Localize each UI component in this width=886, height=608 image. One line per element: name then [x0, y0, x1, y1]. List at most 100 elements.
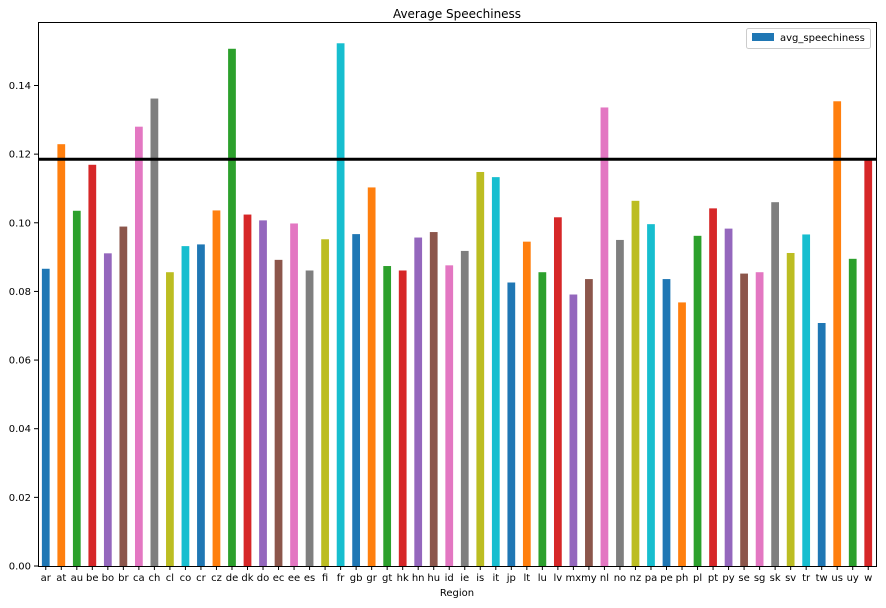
bar-sg: [755, 272, 764, 566]
chart-title: Average Speechiness: [393, 7, 521, 21]
x-tick-label-my: my: [581, 573, 597, 584]
bar-do: [259, 220, 267, 566]
bar-lv: [553, 217, 562, 567]
x-tick-label-us: us: [831, 573, 843, 584]
x-tick-label-w: w: [864, 573, 872, 584]
bar-is: [476, 171, 485, 567]
bar-gr: [367, 187, 376, 566]
x-tick-label-dk: dk: [241, 573, 253, 584]
x-tick-label-ie: ie: [460, 573, 469, 584]
bar-es: [305, 270, 314, 566]
bar-ie: [460, 250, 469, 566]
bars-layer: [41, 43, 873, 567]
bar-nz: [631, 200, 640, 566]
bar-ph: [678, 302, 686, 566]
bar-at: [57, 144, 66, 566]
x-tick-label-au: au: [71, 573, 83, 584]
x-tick-label-hk: hk: [397, 573, 409, 584]
x-tick-label-gr: gr: [366, 573, 377, 584]
x-tick-label-fr: fr: [337, 573, 346, 584]
axes-layer: [38, 22, 877, 567]
bar-ee: [290, 223, 298, 566]
x-tick-label-de: de: [226, 573, 239, 584]
bar-pa: [647, 224, 655, 566]
legend-box: [746, 28, 871, 49]
bar-pe: [662, 279, 671, 566]
x-tick-label-ar: ar: [41, 573, 52, 584]
bar-bo: [103, 253, 112, 566]
bar-jp: [507, 282, 516, 566]
y-tick-label: 0.08: [9, 287, 31, 298]
x-tick-label-sk: sk: [770, 573, 781, 584]
bar-nl: [600, 107, 609, 567]
bar-cl: [166, 272, 174, 566]
x-tick-label-es: es: [304, 573, 315, 584]
legend: avg_speechiness: [746, 28, 871, 49]
y-tick-label: 0.10: [9, 218, 31, 229]
y-tick-label: 0.04: [9, 424, 31, 435]
x-tick-label-nl: nl: [600, 573, 609, 584]
bar-be: [88, 164, 97, 566]
x-tick-label-co: co: [180, 573, 192, 584]
x-tick-label-ph: ph: [676, 573, 689, 584]
x-tick-label-do: do: [257, 573, 269, 584]
x-tick-label-it: it: [492, 573, 499, 584]
bar-sk: [771, 202, 780, 566]
plot-frame: [38, 22, 877, 567]
bar-no: [616, 239, 624, 566]
bar-py: [724, 228, 733, 566]
bar-pt: [709, 208, 717, 566]
x-tick-label-py: py: [722, 573, 734, 584]
bar-pl: [693, 235, 702, 566]
x-tick-label-no: no: [614, 573, 626, 584]
y-tick-label: 0.14: [9, 81, 31, 92]
bar-cz: [212, 210, 221, 566]
x-tick-label-sg: sg: [754, 573, 766, 584]
bar-hn: [414, 237, 423, 567]
x-tick-label-id: id: [445, 573, 454, 584]
bar-my: [585, 279, 593, 566]
x-tick-label-at: at: [56, 573, 66, 584]
x-tick-label-fi: fi: [322, 573, 328, 584]
bar-sv: [786, 252, 795, 567]
x-tick-label-ec: ec: [273, 573, 285, 584]
y-tick-label: 0.00: [9, 562, 31, 573]
x-tick-label-cl: cl: [166, 573, 174, 584]
bar-ca: [134, 126, 143, 567]
bar-dk: [243, 214, 252, 567]
bar-fr: [336, 43, 345, 566]
bar-ec: [274, 259, 283, 566]
bar-lu: [538, 272, 547, 566]
x-tick-label-pa: pa: [645, 573, 657, 584]
bar-au: [72, 210, 81, 566]
x-tick-label-ee: ee: [288, 573, 300, 584]
y-tick-label: 0.06: [9, 356, 31, 367]
y-tick-label: 0.12: [9, 150, 31, 161]
bar-br: [119, 226, 128, 566]
bar-tr: [802, 234, 811, 566]
x-tick-label-tr: tr: [802, 573, 811, 584]
x-tick-label-pl: pl: [693, 573, 702, 584]
x-tick-label-pt: pt: [708, 573, 718, 584]
x-tick-label-be: be: [86, 573, 99, 584]
bar-de: [228, 48, 236, 566]
x-axis: ar at au be bo br ca ch cl co cr cz de dk do ec ee es fi fr…: [41, 566, 872, 584]
bar-lt: [522, 241, 531, 566]
x-tick-label-pe: pe: [660, 573, 673, 584]
bar-cr: [197, 244, 205, 566]
x-tick-label-is: is: [476, 573, 484, 584]
x-tick-label-ch: ch: [148, 573, 160, 584]
x-tick-label-tw: tw: [816, 573, 828, 584]
x-tick-label-cr: cr: [196, 573, 206, 584]
bar-fi: [321, 239, 329, 566]
bar-se: [740, 273, 748, 566]
bar-gb: [352, 234, 361, 567]
bar-mx: [569, 294, 578, 566]
x-tick-label-br: br: [118, 573, 129, 584]
x-tick-label-cz: cz: [211, 573, 222, 584]
bar-hk: [398, 270, 407, 566]
bar-hu: [429, 232, 438, 567]
x-tick-label-ca: ca: [133, 573, 145, 584]
x-tick-label-hn: hn: [412, 573, 425, 584]
